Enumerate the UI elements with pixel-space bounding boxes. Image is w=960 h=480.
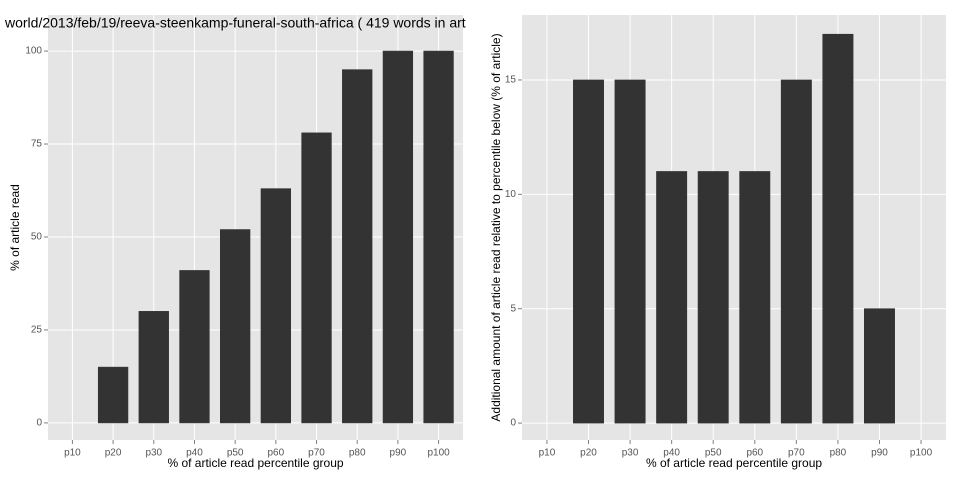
bar: [382, 50, 414, 424]
x-tick-label: p50: [705, 448, 722, 459]
bar: [614, 79, 646, 424]
x-tick-label: p30: [622, 448, 639, 459]
bar: [573, 79, 604, 424]
x-tick-label: p40: [186, 448, 203, 459]
bar: [780, 79, 812, 424]
x-tick-label: p90: [871, 448, 888, 459]
bar: [97, 366, 129, 424]
y-tick-label: 25: [31, 325, 43, 336]
bar: [822, 33, 854, 424]
x-tick-label: p70: [308, 448, 325, 459]
bar: [739, 171, 771, 424]
bar: [656, 171, 688, 424]
y-tick-label: 0: [36, 418, 42, 429]
x-tick-label: p20: [105, 448, 122, 459]
x-tick-label: p30: [145, 448, 162, 459]
y-tick-label: 15: [505, 75, 517, 86]
bar: [697, 171, 729, 424]
y-tick-label: 100: [25, 46, 42, 57]
x-tick-label: p10: [539, 448, 556, 459]
x-tick-label: p50: [227, 448, 244, 459]
x-tick-label: p60: [267, 448, 284, 459]
y-tick-label: 10: [505, 189, 517, 200]
x-tick-label: p80: [349, 448, 366, 459]
y-tick-label: 50: [31, 232, 43, 243]
bar: [301, 132, 332, 424]
x-tick-label: p80: [830, 448, 847, 459]
x-tick-label: p70: [788, 448, 805, 459]
x-axis-label: % of article read percentile group: [646, 456, 822, 470]
x-tick-label: p90: [390, 448, 407, 459]
bar: [423, 50, 454, 424]
y-tick-label: 0: [510, 418, 516, 429]
y-tick-label: 75: [31, 139, 43, 150]
bar: [342, 69, 373, 424]
bar: [179, 270, 210, 424]
x-tick-label: p60: [746, 448, 763, 459]
x-tick-label: p100: [427, 448, 450, 459]
bar: [260, 188, 291, 424]
bar: [864, 308, 895, 424]
x-tick-label: p40: [663, 448, 680, 459]
chart-title: world/2013/feb/19/reeva-steenkamp-funera…: [4, 15, 466, 31]
x-tick-label: p10: [64, 448, 81, 459]
bar: [138, 311, 169, 424]
x-axis-label: % of article read percentile group: [167, 456, 343, 470]
x-tick-label: p20: [580, 448, 597, 459]
y-axis-label: Additional amount of article read relati…: [489, 33, 503, 421]
y-axis-label: % of article read: [8, 184, 22, 271]
y-tick-label: 5: [510, 303, 516, 314]
x-tick-label: p100: [910, 448, 933, 459]
bar: [220, 229, 251, 424]
